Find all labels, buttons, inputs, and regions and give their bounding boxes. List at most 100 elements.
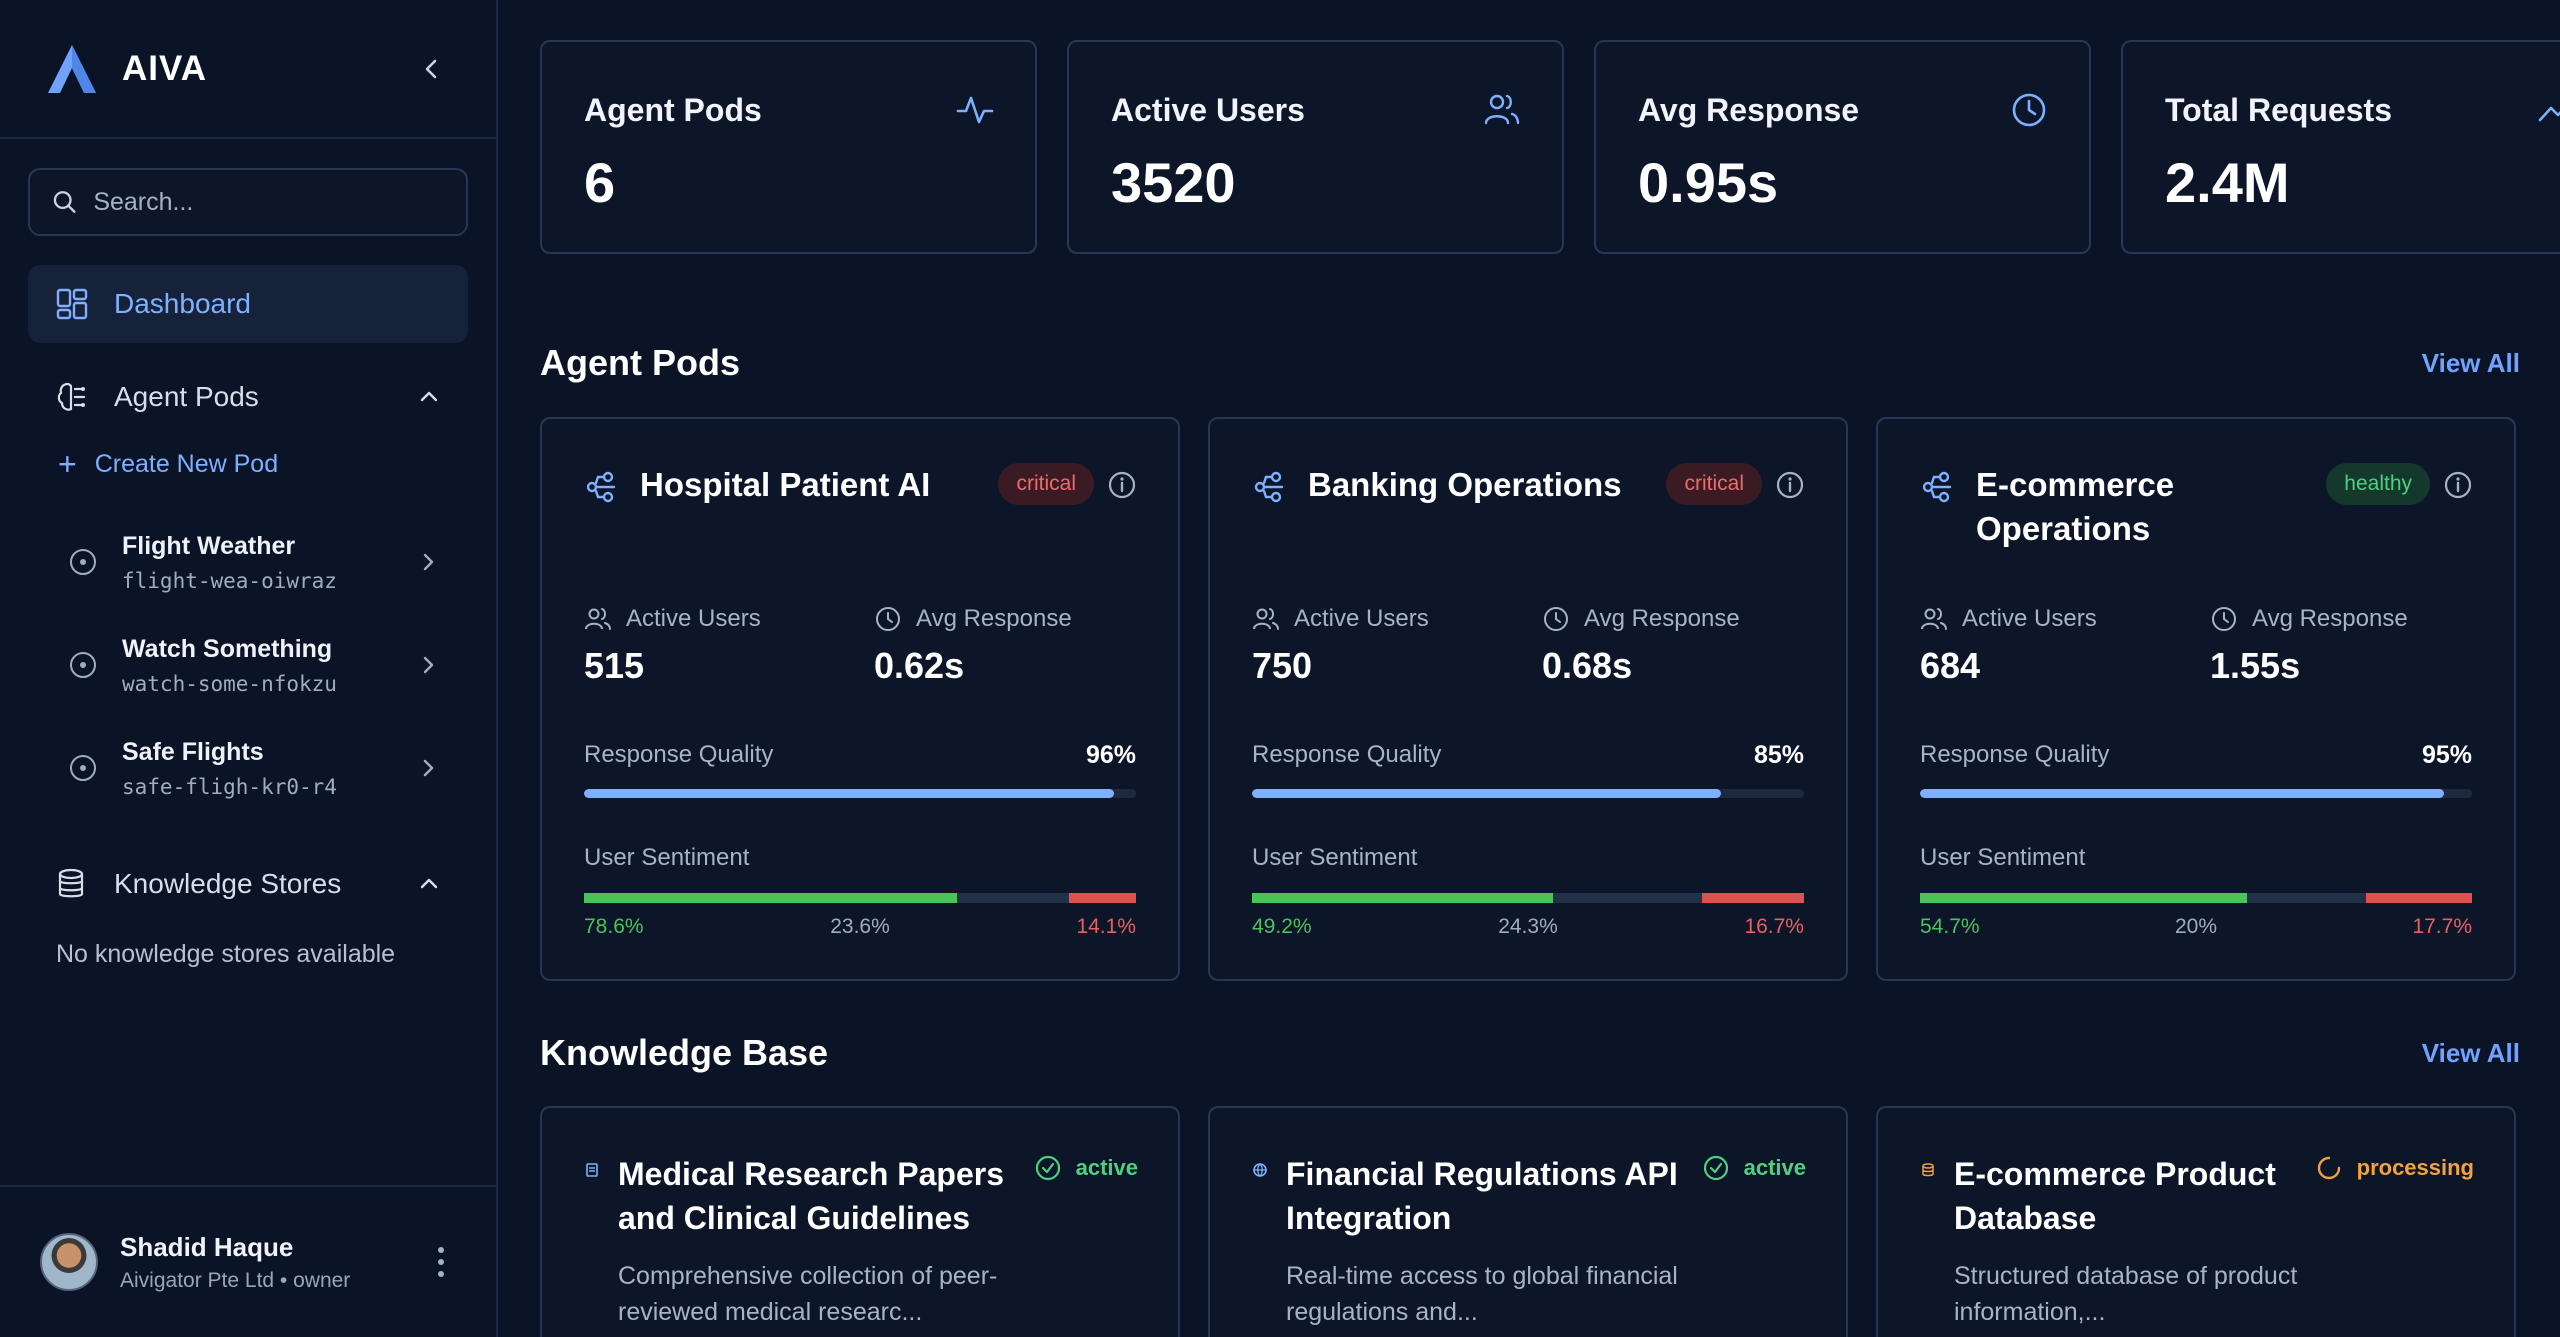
- sentiment-neutral-segment: [2246, 893, 2367, 903]
- clock-icon: [2012, 93, 2046, 127]
- pod-card-title: Hospital Patient AI: [640, 466, 931, 503]
- sentiment-positive-segment: [1252, 893, 1554, 903]
- create-new-pod-link[interactable]: + Create New Pod: [58, 448, 278, 480]
- more-options-icon[interactable]: [426, 1242, 456, 1282]
- stat-title: Active Users: [1111, 92, 1305, 128]
- kb-card-description: Real-time access to global financial reg…: [1286, 1262, 1678, 1326]
- kb-card-title: Medical Research Papers and Clinical Gui…: [618, 1156, 1004, 1236]
- pod-name: Flight Weather: [122, 531, 296, 560]
- stat-value: 3520: [1111, 151, 1236, 214]
- info-icon[interactable]: [1774, 469, 1806, 501]
- metric-value-avg-response: 0.68s: [1542, 645, 1633, 686]
- metric-value-active-users: 750: [1252, 645, 1313, 686]
- metric-label-text: Avg Response: [916, 605, 1072, 632]
- pod-slug: safe-fligh-kr0-r4: [122, 774, 337, 799]
- nav-item-dashboard[interactable]: Dashboard: [28, 265, 468, 343]
- kb-card-description: Comprehensive collection of peer-reviewe…: [618, 1262, 998, 1326]
- pod-status-icon: [70, 652, 96, 678]
- sentiment-negative-segment: [1069, 893, 1136, 903]
- sentiment-positive-segment: [584, 893, 958, 903]
- sentiment-values: 49.2% 24.3% 16.7%: [1252, 915, 1804, 939]
- search-input[interactable]: [93, 187, 444, 217]
- metric-value-avg-response: 1.55s: [2210, 645, 2301, 686]
- info-icon[interactable]: [2442, 469, 2474, 501]
- chevron-right-icon: [423, 656, 434, 674]
- stat-card-avg-response: Avg Response 0.95s: [1594, 40, 2091, 254]
- sidebar-pod-item[interactable]: Safe Flights safe-fligh-kr0-r4: [68, 728, 438, 808]
- sidebar: AIVA Dashboard: [0, 0, 498, 1337]
- pod-slug: flight-wea-oiwraz: [122, 568, 337, 593]
- metric-label-text: Avg Response: [2252, 605, 2408, 632]
- collapse-sidebar-button[interactable]: [412, 49, 452, 89]
- kb-status: processing: [2315, 1154, 2474, 1182]
- metric-value-active-users: 684: [1920, 645, 1981, 686]
- sentiment-neutral-value: 24.3%: [1498, 915, 1558, 938]
- metric-label-text: Avg Response: [1584, 605, 1740, 632]
- nav-section-agent-pods[interactable]: Agent Pods: [28, 367, 468, 427]
- users-icon: [1253, 608, 1279, 630]
- metric-label-text: Active Users: [1962, 605, 2097, 632]
- user-sentiment-label: User Sentiment: [1252, 844, 1418, 871]
- info-icon[interactable]: [1106, 469, 1138, 501]
- metric-label-avg-response: Avg Response: [2210, 605, 2408, 633]
- stat-card-total-requests: Total Requests 2.4M: [2121, 40, 2560, 254]
- avatar[interactable]: [40, 1233, 98, 1291]
- knowledge-base-card[interactable]: Financial Regulations API Integration act…: [1208, 1106, 1848, 1337]
- check-circle-icon: [1035, 1155, 1060, 1181]
- sidebar-pod-item[interactable]: Flight Weather flight-wea-oiwraz: [68, 522, 438, 602]
- chevron-right-icon: [423, 759, 434, 777]
- pod-status-icon: [70, 549, 96, 575]
- metric-label-active-users: Active Users: [1252, 605, 1429, 633]
- users-icon: [1921, 608, 1947, 630]
- metric-label-text: Active Users: [626, 605, 761, 632]
- nav-item-label: Dashboard: [114, 288, 251, 319]
- loading-spinner-icon: [2317, 1156, 2340, 1180]
- stat-title: Total Requests: [2165, 92, 2392, 128]
- pod-name: Watch Something: [122, 634, 333, 663]
- sentiment-bar: [1920, 893, 2472, 903]
- search-box[interactable]: [28, 168, 468, 236]
- agent-pod-card[interactable]: E-commerce Operations healthy Active Users…: [1876, 417, 2516, 981]
- sentiment-positive-value: 78.6%: [584, 915, 644, 938]
- user-name: Shadid Haque: [120, 1231, 294, 1262]
- section-title-agent-pods: Agent Pods: [540, 342, 741, 383]
- view-all-agent-pods-link[interactable]: View All: [2421, 348, 2520, 378]
- view-all-knowledge-base-link[interactable]: View All: [2421, 1038, 2520, 1068]
- stat-title: Avg Response: [1638, 92, 1860, 128]
- kb-status-label: active: [1075, 1155, 1138, 1180]
- kb-status-label: processing: [2356, 1155, 2474, 1180]
- sentiment-neutral-segment: [1553, 893, 1702, 903]
- database-icon: [58, 868, 84, 898]
- pod-status-icon: [70, 755, 96, 781]
- response-quality-value: 96%: [1085, 741, 1136, 769]
- metric-label-active-users: Active Users: [584, 605, 761, 633]
- stat-card-agent-pods: Agent Pods 6: [540, 40, 1037, 254]
- sentiment-values: 78.6% 23.6% 14.1%: [584, 915, 1136, 939]
- aiva-logo-icon: [48, 44, 96, 93]
- status-badge: healthy: [2326, 463, 2430, 505]
- metric-value-active-users: 515: [584, 645, 645, 686]
- kb-card-title: E-commerce Product Database: [1954, 1156, 2276, 1236]
- nav-section-knowledge-stores[interactable]: Knowledge Stores: [28, 854, 468, 914]
- knowledge-base-card[interactable]: Medical Research Papers and Clinical Gui…: [540, 1106, 1180, 1337]
- sentiment-neutral-segment: [957, 893, 1070, 903]
- kb-card-title: Financial Regulations API Integration: [1286, 1156, 1678, 1236]
- brand-name: AIVA: [122, 48, 208, 88]
- document-icon: [586, 1163, 598, 1177]
- agent-pod-card[interactable]: Hospital Patient AI critical Active Users 5…: [540, 417, 1180, 981]
- knowledge-base-card[interactable]: E-commerce Product Database processing Str…: [1876, 1106, 2516, 1337]
- stat-card-active-users: Active Users 3520: [1067, 40, 1564, 254]
- kb-status: active: [1034, 1154, 1138, 1182]
- brain-icon: [57, 382, 86, 411]
- clock-icon: [876, 607, 900, 631]
- workflow-icon: [1254, 471, 1284, 503]
- sentiment-bar: [1252, 893, 1804, 903]
- database-icon: [1922, 1163, 1934, 1177]
- user-sentiment-label: User Sentiment: [584, 844, 750, 871]
- globe-icon: [1253, 1163, 1267, 1177]
- sidebar-pod-item[interactable]: Watch Something watch-some-nfokzu: [68, 625, 438, 705]
- agent-pod-card[interactable]: Banking Operations critical Active Users 75…: [1208, 417, 1848, 981]
- sentiment-negative-value: 17.7%: [2412, 915, 2472, 938]
- response-quality-fill: [584, 789, 1114, 798]
